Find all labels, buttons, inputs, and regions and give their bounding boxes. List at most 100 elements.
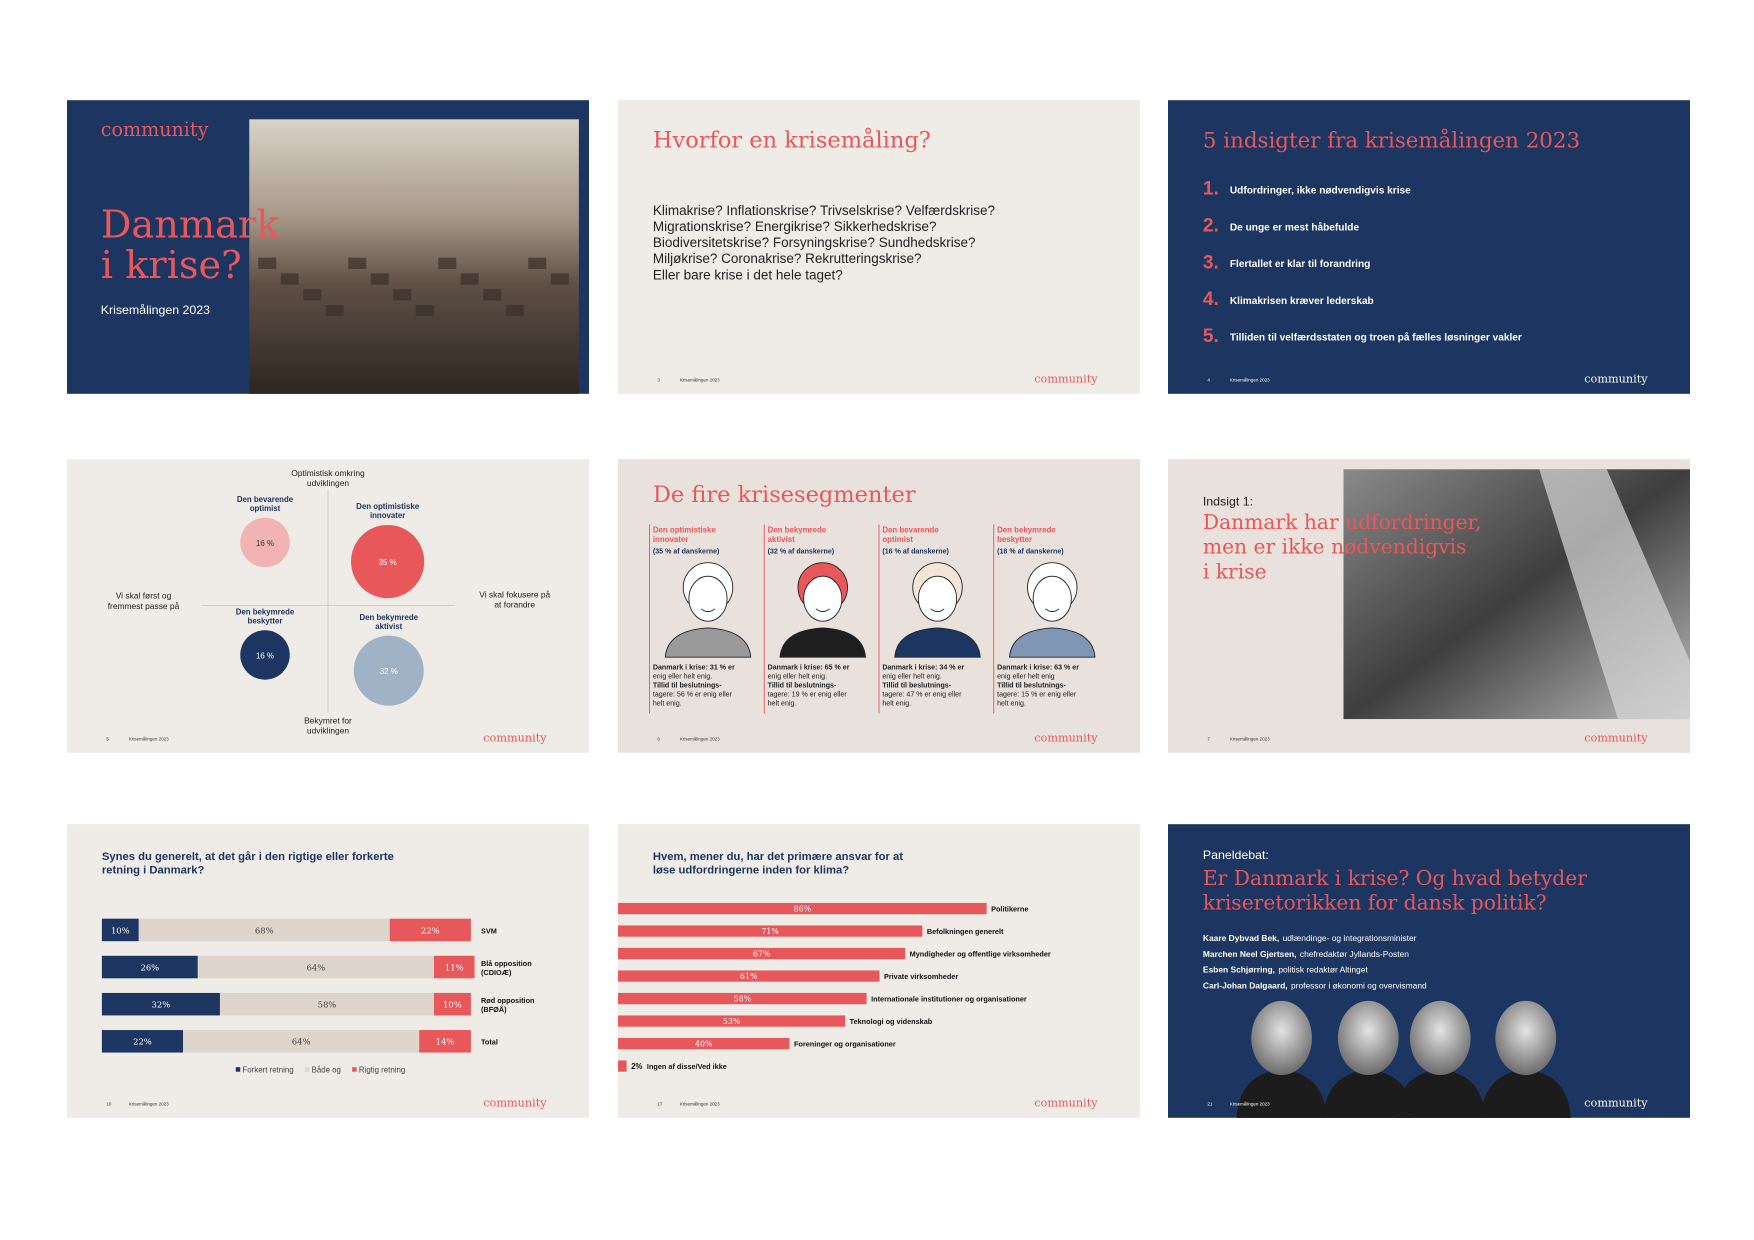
bar-label: 71% — [761, 927, 779, 936]
segment-stat: tagere: 47 % er enig eller — [882, 691, 962, 699]
bar — [618, 992, 867, 1005]
segment-stat: Danmark i krise: 34 % er — [882, 664, 964, 672]
panel-name: Carl-Johan Dalgaard, — [1203, 980, 1288, 990]
axis-label: Bekymret for — [304, 716, 352, 726]
figure-body — [779, 627, 866, 658]
item-text: Tilliden til velfærdsstaten og troen på … — [1230, 332, 1522, 344]
slide-background — [618, 100, 1140, 394]
legend-swatch — [304, 1067, 310, 1072]
panel-role: politisk redaktør Altinget — [1278, 965, 1368, 975]
logo: community — [1584, 1097, 1648, 1110]
body-line: Biodiversitetskrise? Forsyningskrise? Su… — [653, 235, 976, 250]
segment-stat: enig eller helt enig. — [653, 673, 712, 681]
segment-stat: Danmark i krise: 65 % er — [768, 664, 850, 672]
photo-roof — [325, 304, 344, 317]
item-number: 3. — [1203, 252, 1219, 273]
bubble-label: 35 % — [379, 558, 397, 567]
category-label: Internationale institutioner og organisa… — [871, 994, 1027, 1003]
bar-segment — [433, 955, 475, 979]
axis-label: udviklingen — [307, 726, 349, 736]
body-line: Klimakrise? Inflationskrise? Trivselskri… — [653, 203, 995, 218]
axis-label: udviklingen — [307, 478, 349, 488]
title: men er ikke nødvendigvis — [1203, 535, 1467, 559]
slide: Synes du generelt, at det går i den rigt… — [67, 824, 589, 1118]
logo: community — [1034, 373, 1098, 386]
category-label: Politikerne — [991, 904, 1028, 913]
chart-title: Hvem, mener du, har det primære ansvar f… — [653, 851, 903, 863]
bar-segment — [419, 1030, 471, 1053]
segment-stat: Danmark i krise: 31 % er — [653, 664, 735, 672]
segment-stat: Tillid til beslutnings- — [653, 682, 722, 690]
logo: community — [1034, 1097, 1098, 1110]
bar-label: 14% — [436, 1037, 455, 1047]
axis-label: at forandre — [494, 600, 535, 610]
bar — [618, 947, 906, 960]
kicker: Indsigt 1: — [1203, 494, 1253, 508]
bar-label: 2% — [631, 1062, 642, 1071]
bar — [618, 925, 923, 937]
panel-role: chefredaktør Jyllands-Posten — [1300, 949, 1409, 959]
segment-stat: tagere: 19 % er enig eller — [768, 691, 848, 699]
bar-label: 64% — [307, 962, 326, 972]
logo: community — [1584, 373, 1648, 386]
segment-stat: Tillid til beslutnings- — [997, 682, 1066, 690]
panel-role: udlændinge- og integrationsminister — [1283, 933, 1417, 943]
panel-line: Esben Schjørring, politisk redaktør Altin… — [1203, 965, 1369, 975]
segment-stat: enig eller helt enig. — [768, 673, 827, 681]
panel-name: Kaare Dybvad Bek, — [1203, 933, 1279, 943]
segment-stat: helt enig. — [997, 700, 1026, 708]
bar-segment — [433, 992, 471, 1016]
segment-name: Den bevarende — [237, 495, 294, 504]
item-text: Klimakrisen kræver lederskab — [1230, 296, 1374, 307]
bar-segment — [101, 1030, 184, 1053]
chart-title: Synes du generelt, at det går i den rigt… — [102, 851, 394, 863]
figure-body — [1009, 627, 1096, 658]
segment-name: aktivist — [375, 622, 402, 631]
bar-label: 58% — [318, 1000, 337, 1010]
bubble-label: 32 % — [380, 667, 398, 676]
page-number: 17 — [657, 1101, 663, 1106]
segment-stat: Danmark i krise: 63 % er — [997, 664, 1079, 672]
photo-shoulders — [1236, 1069, 1327, 1118]
figure-body — [894, 627, 981, 658]
bar-label: 58% — [734, 994, 752, 1003]
segment-name: optimist — [882, 535, 913, 544]
bar-label: 67% — [753, 949, 771, 958]
segment-stat: helt enig. — [882, 700, 911, 708]
kicker: Paneldebat: — [1203, 848, 1269, 862]
bar-label: 11% — [445, 962, 464, 972]
bar-label: 53% — [723, 1017, 741, 1026]
segment-name: beskytter — [248, 616, 283, 625]
item-text: Flertallet er klar til forandring — [1230, 259, 1370, 270]
segment-name: Den optimistiske — [653, 525, 717, 534]
bar-label: 32% — [152, 1000, 171, 1010]
photo-roof — [505, 304, 524, 317]
title: i krise — [1203, 559, 1267, 583]
figure-smile — [1045, 608, 1060, 613]
axis-label: Optimistisk omkring — [291, 468, 365, 478]
slide: Hvem, mener du, har det primære ansvar f… — [618, 824, 1140, 1118]
page-number: 10 — [106, 1101, 112, 1106]
panel-name: Marchen Neel Gjertsen, — [1203, 949, 1297, 959]
segment-name: innovater — [370, 511, 405, 520]
chart-title: løse udfordringerne inden for klima? — [653, 865, 849, 877]
item-number: 1. — [1203, 179, 1219, 200]
photo-shoulders — [1395, 1069, 1486, 1118]
body-line: Eller bare krise i det hele taget? — [653, 267, 843, 282]
title: Danmark har udfordringer, — [1203, 510, 1482, 534]
category-label: Teknologi og videnskab — [850, 1017, 933, 1026]
photo-face — [1495, 1000, 1557, 1076]
photo-shoulders — [1480, 1069, 1571, 1118]
logo: community — [483, 732, 547, 745]
photo-face — [1409, 1000, 1471, 1076]
axis-label: Vi skal fokusere på — [479, 590, 550, 600]
bar — [618, 970, 880, 982]
segment-name: optimist — [250, 504, 281, 513]
title: 5 indsigter fra krisemålingen 2023 — [1203, 126, 1580, 153]
bubble-label: 16 % — [256, 651, 274, 660]
bar — [618, 902, 987, 915]
bar-label: 22% — [133, 1037, 152, 1047]
axis-label: fremmest passe på — [108, 601, 180, 611]
